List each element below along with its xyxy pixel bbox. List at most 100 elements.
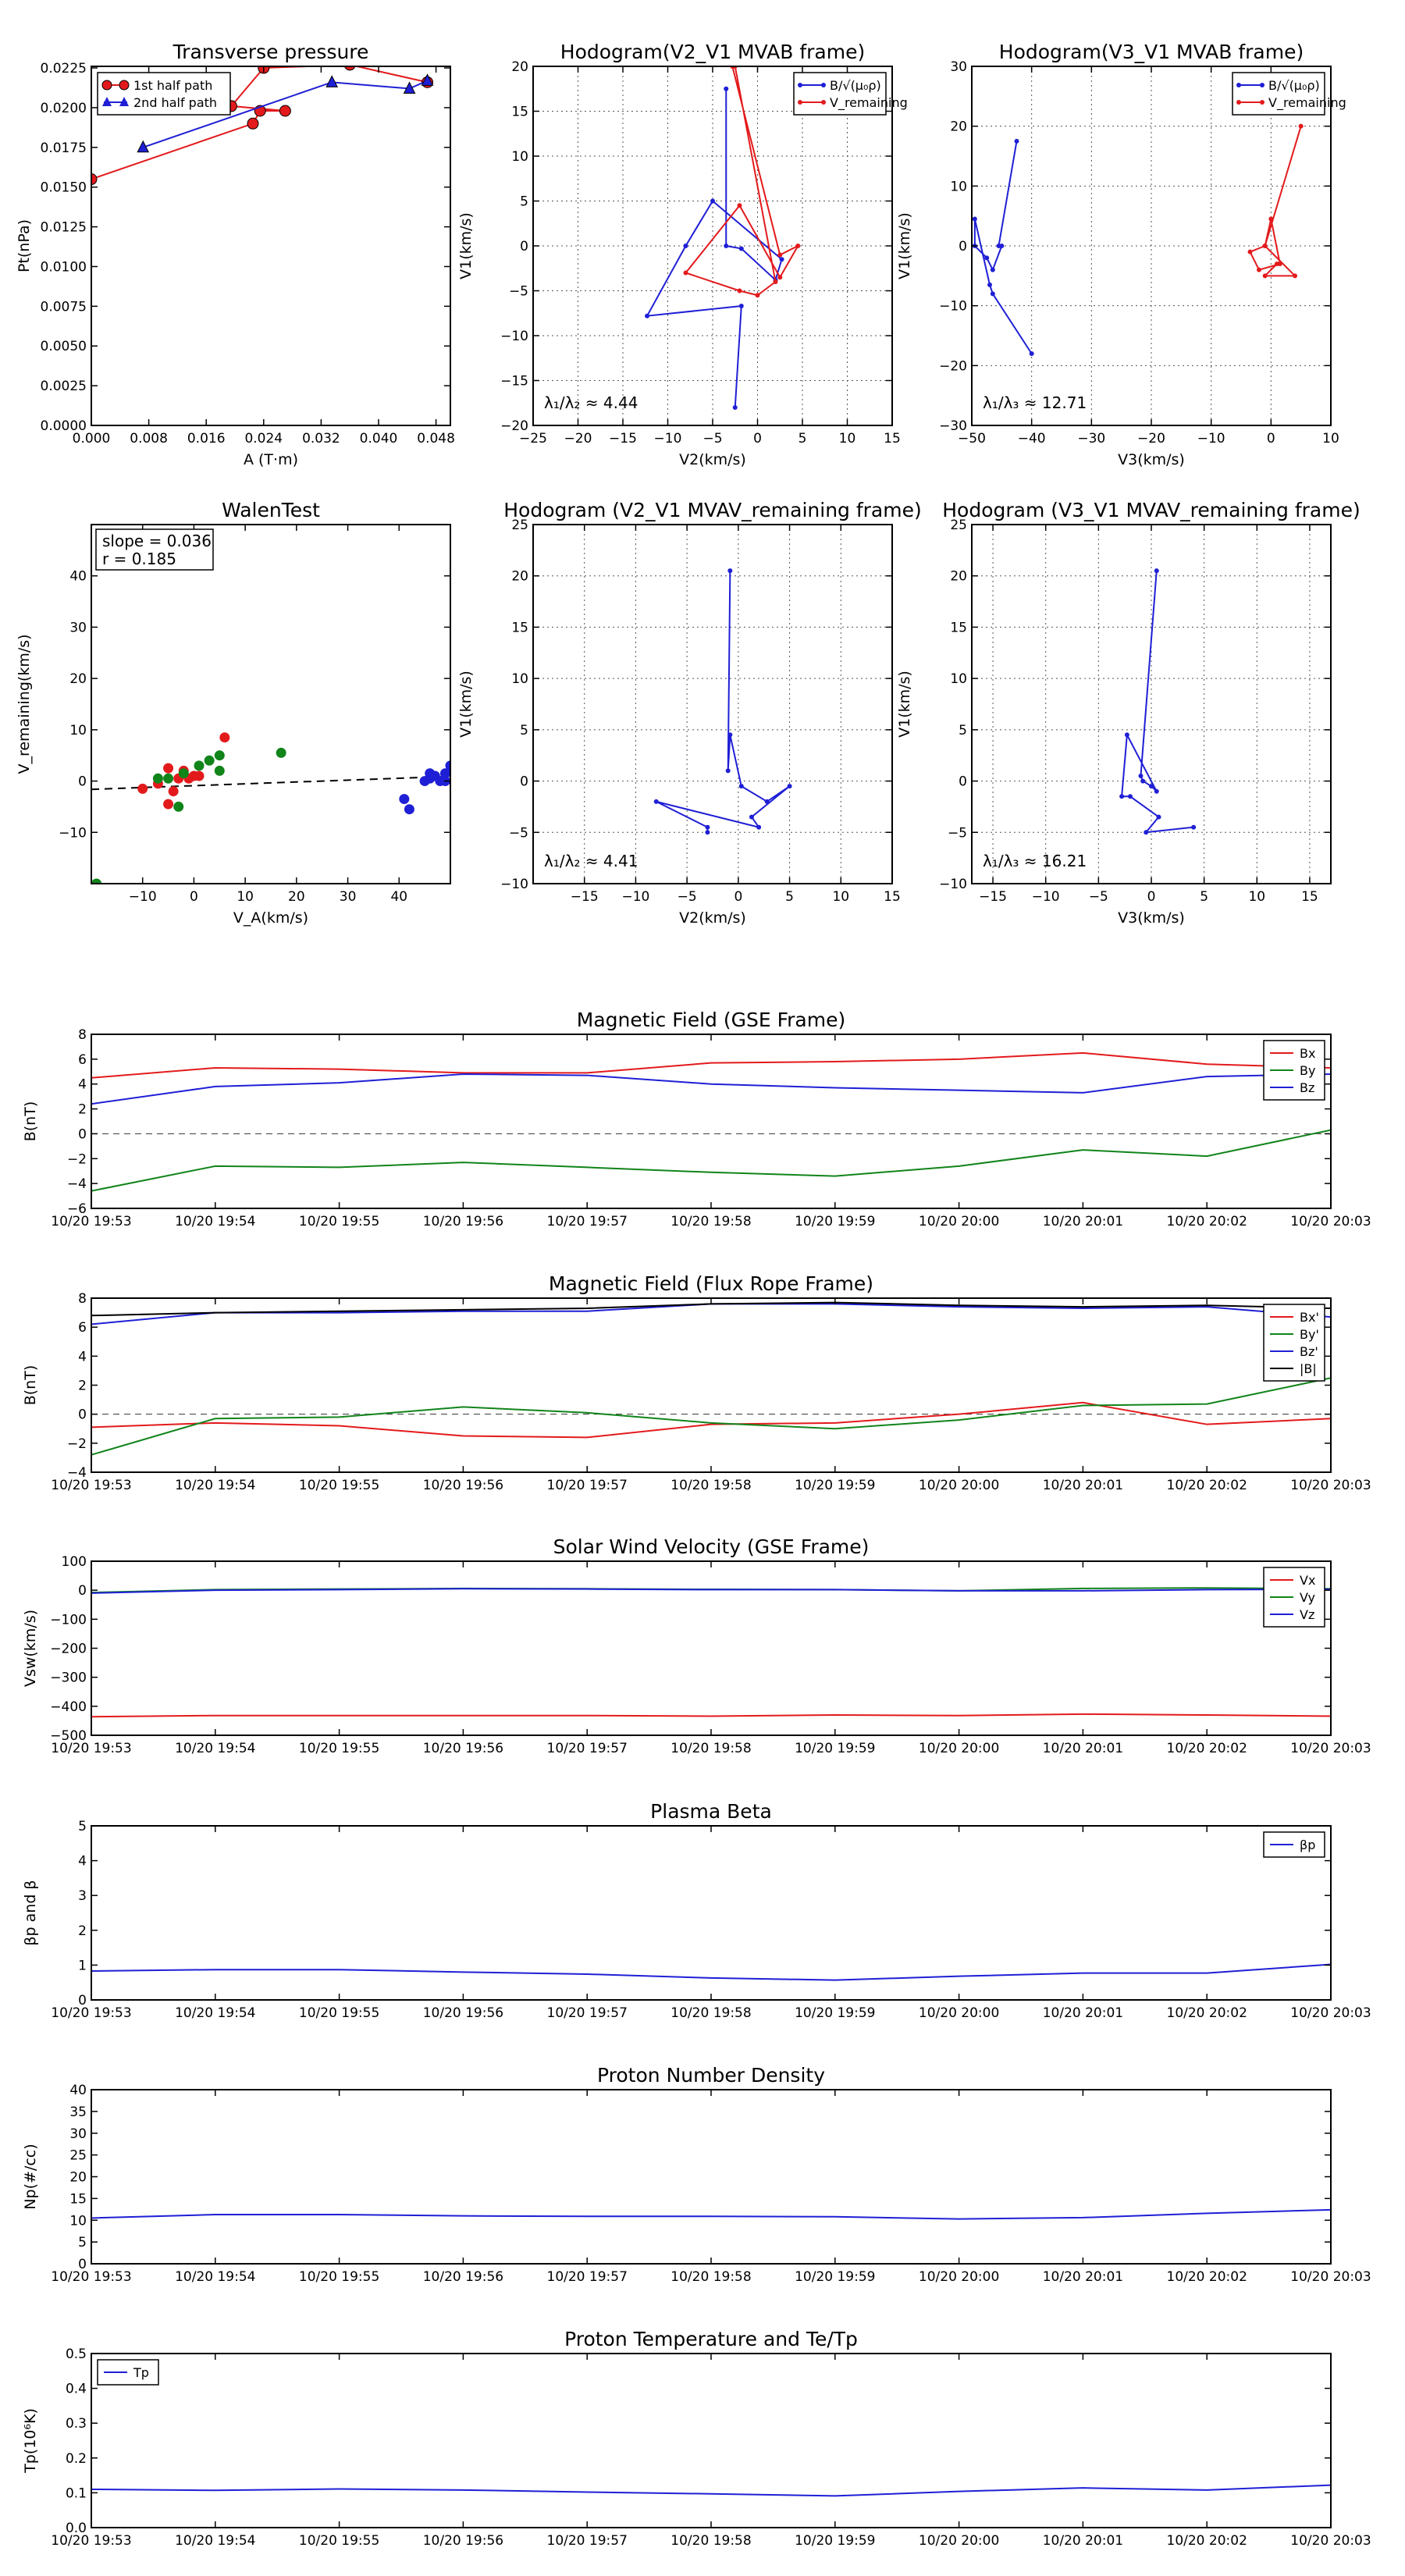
legend-label: Vz <box>1300 1607 1314 1622</box>
x-tick-label: 10/20 19:56 <box>423 2533 503 2549</box>
x-tick-label: 10/20 19:59 <box>795 2533 875 2549</box>
data-point <box>727 568 733 574</box>
data-point <box>777 275 783 280</box>
y-axis-label: B(nT) <box>22 1365 39 1406</box>
y-tick-label: −10 <box>59 825 87 841</box>
chart-title: Magnetic Field (Flux Rope Frame) <box>549 1272 873 1295</box>
data-point <box>737 288 742 294</box>
x-tick-label: 10/20 19:55 <box>299 2005 379 2021</box>
plot-area <box>91 2484 1331 2497</box>
series-line-bz <box>91 1073 1331 1105</box>
x-axis-label: V_A(km/s) <box>233 909 308 927</box>
x-tick-label: 10/20 20:01 <box>1043 2005 1123 2021</box>
y-tick-label: −20 <box>939 358 967 374</box>
x-tick-label: 10/20 20:01 <box>1043 2533 1123 2549</box>
plot-frame <box>91 66 451 426</box>
x-tick-label: 0.024 <box>244 431 283 447</box>
x-tick-label: 10/20 20:01 <box>1043 1741 1123 1756</box>
legend-marker <box>798 100 802 105</box>
plot-frame <box>91 1034 1332 1209</box>
x-tick-label: 10/20 19:59 <box>795 1478 875 1493</box>
x-tick-label: −20 <box>1137 431 1165 447</box>
x-tick-label: 10/20 19:59 <box>795 1214 875 1229</box>
x-tick-label: −10 <box>129 889 157 905</box>
chart-title: Hodogram(V2_V1 MVAB frame) <box>560 41 865 63</box>
x-tick-label: 10/20 19:54 <box>175 2269 255 2285</box>
legend-box <box>97 72 231 116</box>
series-line-tp <box>91 2484 1331 2497</box>
grid-lines <box>533 66 892 425</box>
x-tick-label: 10 <box>1248 889 1265 905</box>
plot-frame <box>532 524 893 884</box>
plot-area <box>91 1051 1331 1192</box>
x-tick-label: 10/20 19:54 <box>175 1478 255 1493</box>
y-axis: −10 −5 0 5 10 15 20 25 <box>500 518 892 892</box>
data-point <box>1275 262 1279 266</box>
y-axis: −500 −400 −300 −200 −100 0 100 <box>50 1554 1331 1744</box>
chart-title: Proton Temperature and Te/Tp <box>564 2328 858 2350</box>
legend-label: Bx' <box>1300 1310 1319 1325</box>
legend-marker <box>119 97 129 106</box>
x-tick-label: 15 <box>884 431 901 447</box>
data-point <box>325 75 339 87</box>
series-line-series-1 <box>656 571 791 833</box>
y-tick-label: 0.0025 <box>41 379 87 394</box>
x-tick-label: 10 <box>832 889 849 905</box>
x-tick-label: −30 <box>1077 431 1105 447</box>
y-tick-label: 0.0225 <box>41 61 87 76</box>
data-point <box>705 824 710 830</box>
annotation-text: λ₁/λ₃ ≈ 16.21 <box>983 852 1087 870</box>
plot-area <box>91 1587 1331 1718</box>
x-tick-label: −5 <box>678 889 697 905</box>
x-axis: 10/20 19:53 10/20 19:54 10/20 19:55 10/20 1… <box>51 1034 1371 1229</box>
legend-label: Tp <box>133 2365 149 2380</box>
data-point <box>755 293 760 298</box>
x-tick-label: 10/20 19:57 <box>547 1741 628 1756</box>
y-tick-label: −10 <box>939 877 967 892</box>
y-tick-label: 0 <box>959 774 967 790</box>
y-tick-label: 0.0 <box>66 2521 87 2536</box>
series-line-series-1 <box>91 2208 1331 2220</box>
legend: B/√(μ₀ρ) V_remaining <box>793 72 908 116</box>
y-tick-label: 0.1 <box>66 2485 87 2501</box>
y-axis: −6 −4 −2 0 2 4 6 8 <box>67 1027 1331 1217</box>
series-line-v-remaining <box>684 66 800 297</box>
data-point <box>1119 794 1125 799</box>
plot-area <box>91 732 450 884</box>
y-tick-label: −400 <box>50 1699 87 1715</box>
x-axis: 10/20 19:53 10/20 19:54 10/20 19:55 10/20 1… <box>51 1826 1371 2021</box>
x-tick-label: 0.032 <box>302 431 340 447</box>
x-axis: −50 −40 −30 −20 −10 0 10 <box>958 66 1339 447</box>
plot-area <box>91 1963 1331 1981</box>
fit-line <box>91 775 450 791</box>
x-tick-label: 10/20 20:00 <box>919 1741 999 1756</box>
y-tick-label: −2 <box>67 1436 87 1452</box>
data-point <box>984 255 990 261</box>
y-tick-label: 20 <box>69 2170 87 2186</box>
chart-walen: WalenTest −10 0 10 20 30 40 −10 0 10 20 30 40 V_A(km/… <box>16 499 451 927</box>
data-point <box>1262 273 1268 279</box>
chart-h1: Hodogram(V2_V1 MVAB frame)−25 −20 −15 −10 −5… <box>457 41 908 468</box>
legend-label: Vy <box>1300 1590 1315 1605</box>
data-point <box>137 140 150 153</box>
data-point <box>724 86 729 91</box>
y-tick-label: 3 <box>78 1888 87 1904</box>
chart-title: Hodogram (V3_V1 MVAV_remaining frame) <box>942 499 1361 521</box>
x-tick-label: 10/20 19:54 <box>175 2533 255 2549</box>
data-point <box>214 765 225 776</box>
data-point <box>279 105 291 117</box>
data-point <box>972 216 977 222</box>
y-tick-label: 0 <box>78 774 87 790</box>
x-tick-label: 10/20 19:58 <box>670 1478 751 1493</box>
plot-area <box>91 66 434 186</box>
data-point <box>683 270 688 276</box>
x-tick-label: 10/20 19:53 <box>51 1214 131 1229</box>
x-tick-label: 10/20 20:03 <box>1290 2005 1371 2021</box>
x-axis: 10/20 19:53 10/20 19:54 10/20 19:55 10/20 1… <box>51 1298 1371 1493</box>
plot-frame <box>91 1297 1332 1473</box>
y-axis-label: V1(km/s) <box>457 671 475 738</box>
y-tick-label: 0.0150 <box>41 180 87 196</box>
y-tick-label: −100 <box>50 1612 87 1628</box>
x-tick-label: 10/20 20:02 <box>1167 1478 1247 1493</box>
legend-label: Bz' <box>1300 1344 1318 1359</box>
